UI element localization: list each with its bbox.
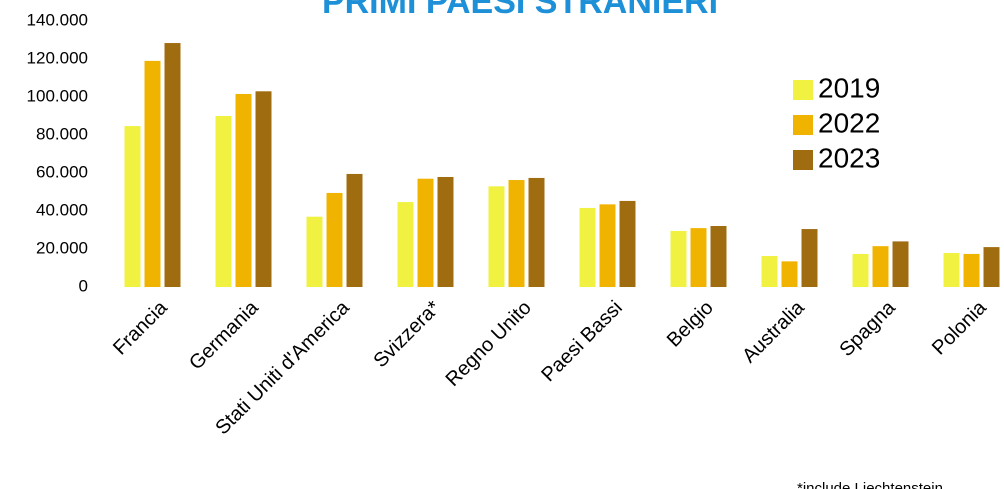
bar [164,43,181,287]
bar [852,253,869,287]
legend-swatch [793,150,813,170]
y-tick-label: 40.000 [36,200,88,219]
bar [872,246,889,287]
y-tick-label: 0 [79,276,88,295]
x-tick-label: Spagna [835,296,900,361]
x-tick-label: Australia [738,296,809,367]
legend-label: 2022 [818,107,880,138]
bar [255,91,272,287]
y-tick-label: 120.000 [27,48,88,67]
bar [437,176,454,287]
x-tick-label: Regno Unito [442,297,536,391]
legend-swatch [793,80,813,100]
bar [801,229,818,287]
bar [670,230,687,287]
bar [326,192,343,287]
note: *include Liechtenstein [797,480,943,489]
bar [761,256,778,287]
bar [690,228,707,287]
bar [963,253,980,287]
bar [417,178,434,287]
x-tick-label: Polonia [928,296,991,359]
bar [144,60,161,288]
bar [488,186,505,287]
bar [346,173,363,287]
bar [943,252,960,287]
bar [306,216,323,287]
legend-label: 2019 [818,72,880,103]
bar [892,241,909,287]
bar [397,202,414,287]
bar [215,116,232,287]
y-tick-label: 140.000 [27,10,88,29]
bar [124,126,141,287]
bar [781,261,798,287]
x-tick-label: Germania [185,296,263,374]
legend-swatch [793,115,813,135]
y-tick-label: 80.000 [36,124,88,143]
bar [599,204,616,287]
y-tick-label: 60.000 [36,162,88,181]
bar [508,180,525,287]
bar [983,247,1000,287]
legend-label: 2023 [818,142,880,173]
y-tick-label: 100.000 [27,86,88,105]
bar [528,177,545,287]
x-tick-label: Francia [109,296,172,359]
y-tick-label: 20.000 [36,238,88,257]
bar [710,226,727,287]
x-tick-label: Paesi Bassi [537,297,626,386]
bar [619,200,636,287]
x-tick-label: Svizzera* [369,297,444,372]
bar [579,207,596,287]
x-tick-label: Belgio [663,297,718,352]
chart-title: PRIMI PAESI STRANIERI [322,0,718,21]
bar [235,93,252,288]
